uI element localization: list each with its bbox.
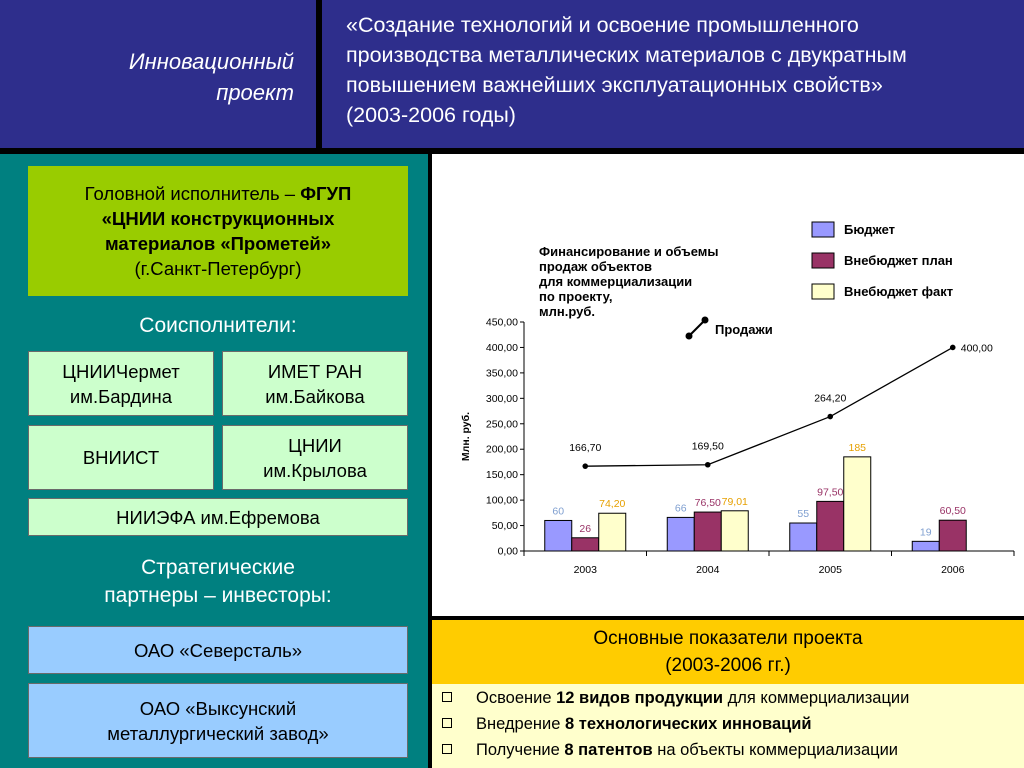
- legend-swatch: [811, 252, 835, 269]
- bar: [938, 519, 967, 552]
- bar: [693, 511, 722, 552]
- lead-org-line1: ФГУП: [300, 183, 352, 204]
- bar: [666, 516, 695, 552]
- x-tick-label: 2003: [574, 564, 598, 576]
- x-tick-label: 2004: [696, 564, 720, 576]
- bar: [816, 500, 845, 552]
- bar-value-label: 55: [797, 508, 809, 520]
- sales-line: [585, 346, 954, 467]
- x-tick-label: 2006: [941, 564, 965, 576]
- y-tick-label: 50,00: [492, 520, 518, 532]
- coexecutor-box: ИМЕТ РАН им.Байкова: [222, 351, 408, 416]
- legend-line-marker: [701, 316, 709, 324]
- chart-title: Финансирование и объемы: [539, 244, 719, 259]
- indicators-title-text: Основные показатели проекта (2003-2006 г…: [593, 628, 863, 676]
- bar-value-label: 185: [848, 442, 866, 454]
- sales-point: [582, 463, 589, 469]
- coexecutors-title: Соисполнители:: [139, 314, 297, 337]
- bar-value-label: 26: [579, 523, 591, 535]
- financing-chart: 0,00 50,00 100,00 150,00 200,00 250,00 300,00 3…: [460, 221, 1015, 576]
- lead-executor-box: Головной исполнитель – ФГУП «ЦНИИ констр…: [28, 166, 408, 296]
- bar-value-label: 60,50: [940, 505, 966, 517]
- y-tick-label: 0,00: [498, 546, 519, 558]
- y-axis-label: Млн. руб.: [460, 412, 472, 461]
- legend-line-swatch: [688, 319, 706, 337]
- bar: [571, 537, 600, 552]
- lead-org-line3: материалов «Прометей»: [104, 233, 332, 254]
- bar-value-label: 60: [552, 505, 564, 517]
- project-type-label: Инновационный проект: [128, 49, 294, 105]
- legend-label: Внебюджет план: [844, 253, 953, 268]
- lead-org-line2: «ЦНИИ конструкционных: [101, 208, 335, 229]
- bar: [911, 540, 940, 552]
- lead-city: (г.Санкт-Петербург): [134, 258, 302, 279]
- y-tick-label: 300,00: [486, 393, 518, 405]
- legend-label: Продажи: [715, 322, 773, 337]
- legend-swatch: [811, 283, 835, 300]
- chart-panel: 0,00 50,00 100,00 150,00 200,00 250,00 300,00 3…: [432, 154, 1024, 616]
- bar-value-label: 66: [675, 502, 687, 514]
- coexecutor-box: ВНИИСТ: [28, 425, 214, 490]
- chart-title: для коммерциализации: [539, 274, 692, 289]
- sales-value-label: 264,20: [814, 393, 846, 405]
- bar-value-label: 76,50: [695, 497, 721, 509]
- bar-value-label: 19: [920, 526, 932, 538]
- bar: [843, 456, 872, 552]
- header-right-panel: «Создание технологий и освоение промышле…: [322, 0, 1024, 148]
- indicator-item: Получение 8 патентов на объекты коммерци…: [442, 741, 898, 760]
- bar-value-label: 97,50: [817, 486, 843, 498]
- checkbox-bullet-icon: [442, 692, 452, 702]
- y-tick-label: 400,00: [486, 342, 518, 354]
- sales-point: [949, 344, 956, 351]
- coexecutor-box: НИИЭФА им.Ефремова: [28, 498, 408, 536]
- x-tick-label: 2005: [819, 564, 843, 576]
- y-tick-label: 150,00: [486, 469, 518, 481]
- chart-title: по проекту,: [539, 289, 612, 304]
- partner-box: ОАО «Выксунский металлургический завод»: [28, 683, 408, 758]
- partner-box: ОАО «Северсталь»: [28, 626, 408, 674]
- bar: [598, 512, 627, 552]
- y-tick-label: 250,00: [486, 418, 518, 430]
- y-tick-label: 200,00: [486, 444, 518, 456]
- bar: [544, 519, 573, 552]
- bar: [720, 510, 749, 552]
- bar-value-label: 74,20: [599, 498, 625, 510]
- chart-title: млн.руб.: [539, 304, 595, 319]
- sales-value-label: 169,50: [692, 441, 724, 453]
- divider: [0, 148, 1024, 154]
- indicators-list: Освоение 12 видов продукции для коммерци…: [432, 684, 1024, 768]
- legend-label: Бюджет: [844, 222, 895, 237]
- partners-title: Стратегические партнеры – инвесторы:: [104, 556, 332, 607]
- y-tick-label: 100,00: [486, 495, 518, 507]
- sales-point: [704, 461, 711, 468]
- bar: [789, 522, 818, 552]
- legend-label: Внебюджет факт: [844, 284, 953, 299]
- legend-line-marker: [685, 332, 693, 340]
- legend-swatch: [811, 221, 835, 238]
- coexecutor-box: ЦНИИЧермет им.Бардина: [28, 351, 214, 416]
- indicator-item: Освоение 12 видов продукции для коммерци…: [442, 689, 909, 708]
- chart-title: продаж объектов: [539, 259, 652, 274]
- lead-prefix: Головной исполнитель –: [84, 183, 301, 204]
- y-tick-label: 350,00: [486, 367, 518, 379]
- project-title: «Создание технологий и освоение промышле…: [346, 13, 907, 127]
- header-left-panel: Инновационный проект: [0, 0, 316, 148]
- checkbox-bullet-icon: [442, 718, 452, 728]
- sales-value-label: 166,70: [569, 442, 601, 454]
- coexecutor-box: ЦНИИ им.Крылова: [222, 425, 408, 490]
- checkbox-bullet-icon: [442, 744, 452, 754]
- sales-value-label: 400,00: [961, 342, 993, 354]
- indicators-title: Основные показатели проекта (2003-2006 г…: [432, 620, 1024, 684]
- bar-value-label: 79,01: [722, 496, 748, 508]
- y-tick-label: 450,00: [486, 317, 518, 329]
- indicator-item: Внедрение 8 технологических инноваций: [442, 715, 812, 734]
- sales-point: [827, 413, 834, 420]
